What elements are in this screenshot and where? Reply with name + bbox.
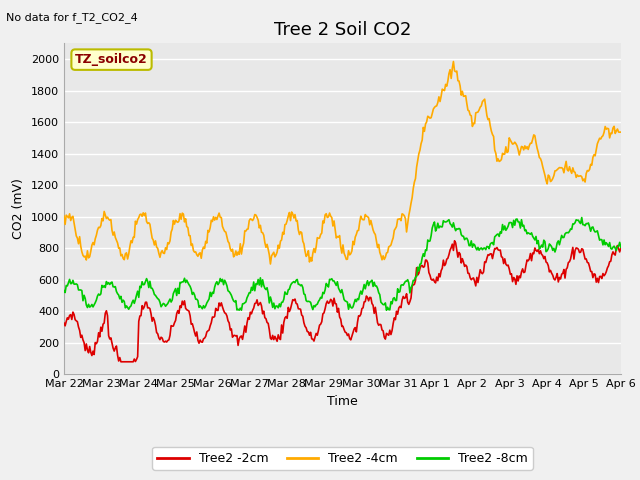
Text: No data for f_T2_CO2_4: No data for f_T2_CO2_4 <box>6 12 138 23</box>
Text: TZ_soilco2: TZ_soilco2 <box>75 53 148 66</box>
X-axis label: Time: Time <box>327 395 358 408</box>
Legend: Tree2 -2cm, Tree2 -4cm, Tree2 -8cm: Tree2 -2cm, Tree2 -4cm, Tree2 -8cm <box>152 447 532 470</box>
Y-axis label: CO2 (mV): CO2 (mV) <box>12 179 26 239</box>
Title: Tree 2 Soil CO2: Tree 2 Soil CO2 <box>274 21 411 39</box>
